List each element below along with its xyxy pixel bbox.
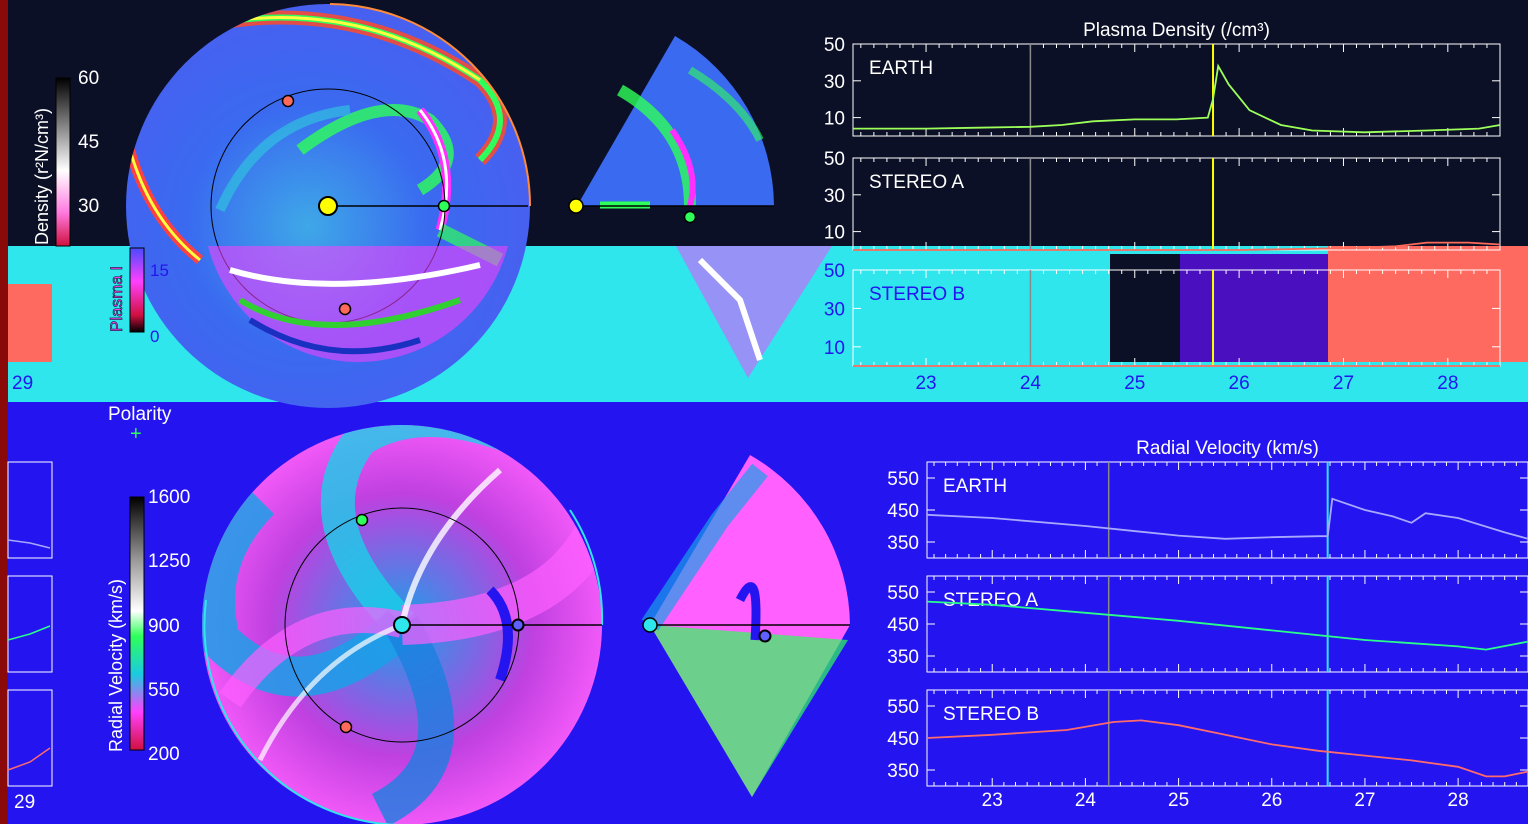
y-tick-label: 450 xyxy=(887,615,919,636)
series-label: STEREO B xyxy=(943,704,1039,725)
x-tick-label: 25 xyxy=(1168,790,1189,811)
velocity-colorbar-label: Radial Velocity (km/s) xyxy=(106,579,126,752)
density-timeseries: Plasma Density (/cm³) 50 30 10 EARTH 50 30 10 ST… xyxy=(824,20,1501,394)
panel-stereo-b: 550 450 350 STEREO B xyxy=(887,689,1528,787)
density-tick-45: 45 xyxy=(78,132,99,153)
series-line xyxy=(926,719,1528,778)
plasma-tick-0: 0 xyxy=(150,327,159,346)
y-tick-label: 10 xyxy=(824,223,845,244)
y-tick-label: 50 xyxy=(824,35,845,56)
y-tick-label: 30 xyxy=(824,72,845,93)
density-tick-30: 30 xyxy=(78,196,99,217)
chart-title: Radial Velocity (km/s) xyxy=(1136,438,1319,459)
velocity-tick-550: 550 xyxy=(148,680,180,701)
x-tick-label: 23 xyxy=(982,790,1003,811)
panel-stereo-b: 50 30 10 STEREO B xyxy=(824,261,1501,367)
velocity-tick-1600: 1600 xyxy=(148,487,190,508)
x-tick-label: 27 xyxy=(1333,373,1354,394)
y-tick-label: 350 xyxy=(887,533,919,554)
y-tick-label: 10 xyxy=(824,109,845,130)
y-tick-label: 30 xyxy=(824,186,845,207)
x-tick-label: 24 xyxy=(1020,373,1042,394)
y-tick-label: 10 xyxy=(824,338,845,359)
y-tick-label: 450 xyxy=(887,729,919,750)
density-meridional-wedge xyxy=(568,36,774,224)
density-tick-60: 60 xyxy=(78,68,99,89)
y-tick-label: 450 xyxy=(887,501,919,522)
panel-stereo-a: 50 30 10 STEREO A xyxy=(824,149,1501,251)
panel-stereo-a: 550 450 350 STEREO A xyxy=(887,575,1528,673)
left-partial-plot: 29 xyxy=(7,461,53,813)
x-tick-label: 24 xyxy=(1075,790,1097,811)
density-colorbar: Density (r²N/cm³) 60 45 30 xyxy=(32,68,99,247)
series-label: EARTH xyxy=(869,58,933,79)
velocity-ecliptic-disk xyxy=(202,425,604,824)
left-strip-tick-bottom: 29 xyxy=(14,792,35,813)
x-tick-label: 27 xyxy=(1354,790,1375,811)
x-tick-label: 26 xyxy=(1261,790,1282,811)
plasma-legend-label: Plasma I xyxy=(107,266,126,332)
velocity-tick-200: 200 xyxy=(148,744,180,765)
series-line xyxy=(853,63,1501,134)
y-tick-label: 50 xyxy=(824,261,845,282)
series-label: STEREO A xyxy=(869,172,964,193)
panel-earth: 50 30 10 EARTH xyxy=(824,35,1501,137)
glitched-disk-fragment xyxy=(208,246,832,378)
polarity-label: Polarity xyxy=(108,404,172,425)
plasma-legend-fragment: Plasma I 15 0 xyxy=(107,247,169,346)
velocity-tick-1250: 1250 xyxy=(148,551,190,572)
series-label: STEREO A xyxy=(943,590,1038,611)
left-edge-strip xyxy=(0,0,8,824)
y-tick-label: 50 xyxy=(824,149,845,170)
glitch-block-red xyxy=(1328,246,1528,362)
density-colorbar-label: Density (r²N/cm³) xyxy=(32,108,52,245)
y-tick-label: 550 xyxy=(887,583,919,604)
polarity-symbol: + xyxy=(130,423,142,445)
x-tick-label: 23 xyxy=(915,373,936,394)
x-tick-label: 28 xyxy=(1437,373,1458,394)
velocity-timeseries: Radial Velocity (km/s) 550 450 350 EARTH 550 4… xyxy=(887,438,1528,811)
velocity-meridional-wedge xyxy=(641,455,850,797)
series-line xyxy=(926,600,1528,651)
x-tick-label: 28 xyxy=(1448,790,1469,811)
y-tick-label: 550 xyxy=(887,469,919,490)
panel-earth: 550 450 350 EARTH xyxy=(887,461,1528,559)
velocity-colorbar: Radial Velocity (km/s) 1600 1250 900 550… xyxy=(106,487,190,765)
glitch-block-purple xyxy=(1180,254,1328,362)
series-label: EARTH xyxy=(943,476,1007,497)
series-line xyxy=(926,497,1528,540)
y-tick-label: 350 xyxy=(887,761,919,782)
series-label: STEREO B xyxy=(869,284,965,305)
left-strip-box-1 xyxy=(8,284,52,362)
chart-title: Plasma Density (/cm³) xyxy=(1083,20,1270,41)
plasma-tick-15: 15 xyxy=(150,261,169,280)
x-tick-label: 25 xyxy=(1124,373,1145,394)
left-strip-tick-top: 29 xyxy=(12,373,33,394)
x-tick-label: 26 xyxy=(1229,373,1250,394)
series-line xyxy=(853,241,1501,251)
velocity-tick-900: 900 xyxy=(148,616,180,637)
panel-frame xyxy=(852,43,1501,137)
y-tick-label: 30 xyxy=(824,299,845,320)
y-tick-label: 350 xyxy=(887,647,919,668)
y-tick-label: 550 xyxy=(887,697,919,718)
